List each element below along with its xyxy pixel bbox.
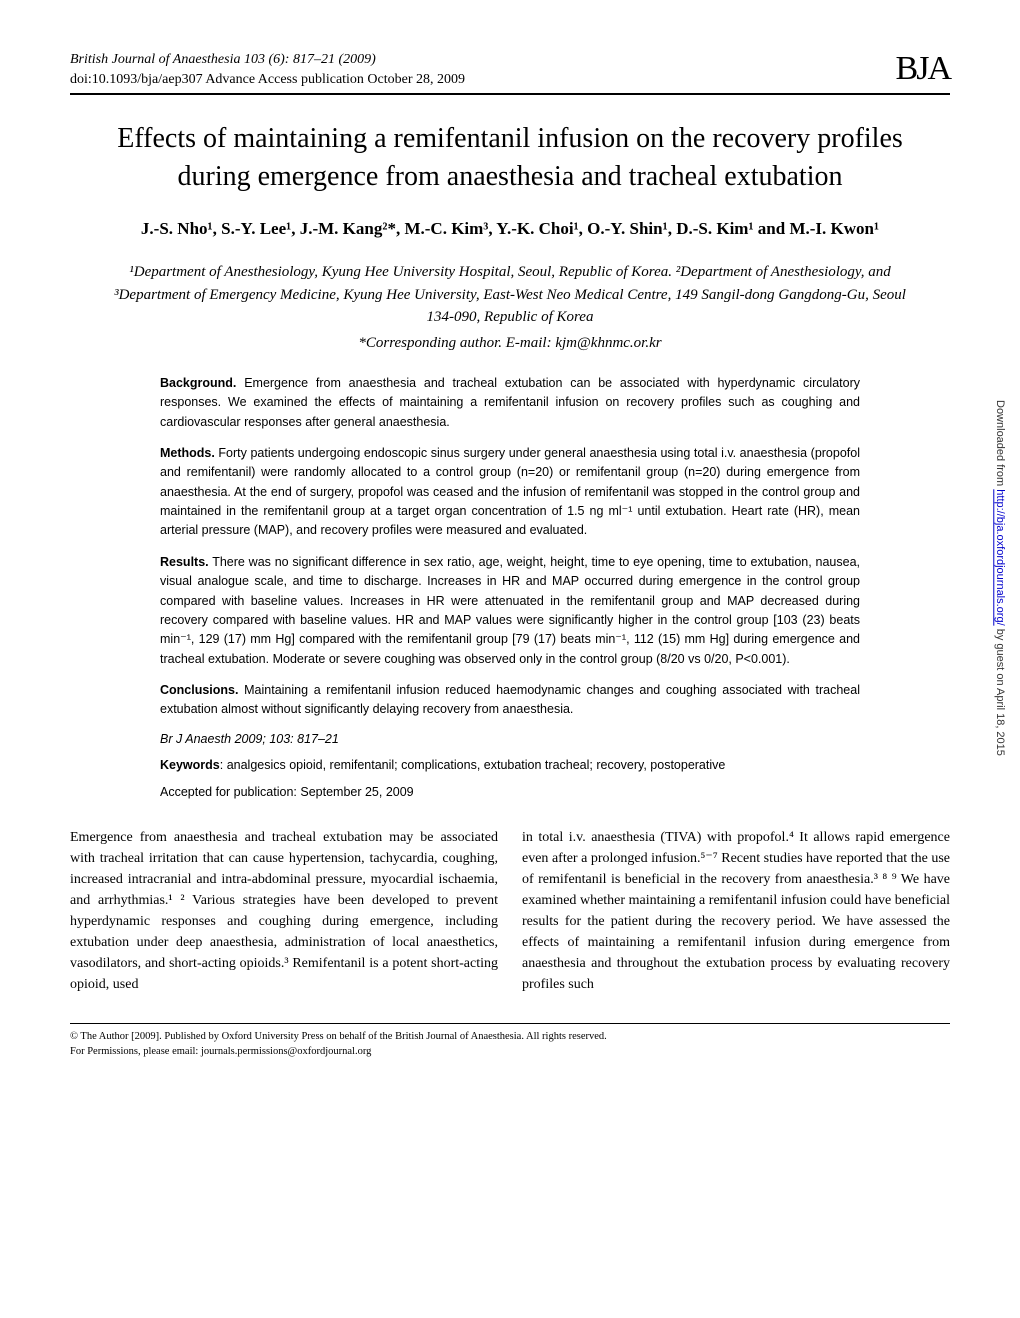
corresponding-author: *Corresponding author. E-mail: kjm@khnmc… — [70, 335, 950, 352]
accepted-date: Accepted for publication: September 25, … — [160, 785, 860, 799]
conclusions-text: Maintaining a remifentanil infusion redu… — [160, 683, 860, 716]
abstract-conclusions: Conclusions. Maintaining a remifentanil … — [160, 681, 860, 720]
journal-line: British Journal of Anaesthesia 103 (6): … — [70, 50, 465, 70]
footer: © The Author [2009]. Published by Oxford… — [70, 1023, 950, 1059]
keywords-text: : analgesics opioid, remifentanil; compl… — [220, 758, 726, 772]
sidenote-suffix: by guest on April 18, 2015 — [994, 626, 1006, 756]
body-text: Emergence from anaesthesia and tracheal … — [70, 827, 950, 995]
abstract-methods: Methods. Forty patients undergoing endos… — [160, 444, 860, 541]
doi-line: doi:10.1093/bja/aep307 Advance Access pu… — [70, 70, 465, 90]
abstract-background: Background. Emergence from anaesthesia a… — [160, 374, 860, 432]
affiliations: ¹Department of Anesthesiology, Kyung Hee… — [110, 261, 910, 329]
sidenote-prefix: Downloaded from — [994, 400, 1006, 489]
results-text: There was no significant difference in s… — [160, 555, 860, 666]
article-title: Effects of maintaining a remifentanil in… — [90, 120, 930, 196]
methods-label: Methods. — [160, 446, 215, 460]
body-column-right: in total i.v. anaesthesia (TIVA) with pr… — [522, 827, 950, 995]
footer-permissions: For Permissions, please email: journals.… — [70, 1045, 950, 1060]
keywords-label: Keywords — [160, 758, 220, 772]
journal-logo: BJA — [896, 50, 950, 88]
conclusions-label: Conclusions. — [160, 683, 238, 697]
background-text: Emergence from anaesthesia and tracheal … — [160, 376, 860, 429]
header: British Journal of Anaesthesia 103 (6): … — [70, 50, 950, 95]
header-meta: British Journal of Anaesthesia 103 (6): … — [70, 50, 465, 89]
authors: J.-S. Nho¹, S.-Y. Lee¹, J.-M. Kang²*, M.… — [110, 216, 910, 242]
body-column-left: Emergence from anaesthesia and tracheal … — [70, 827, 498, 995]
keywords: Keywords: analgesics opioid, remifentani… — [160, 756, 860, 775]
footer-copyright: © The Author [2009]. Published by Oxford… — [70, 1030, 950, 1045]
methods-text: Forty patients undergoing endoscopic sin… — [160, 446, 860, 538]
abstract: Background. Emergence from anaesthesia a… — [160, 374, 860, 720]
sidenote-link[interactable]: http://bja.oxfordjournals.org/ — [994, 489, 1006, 625]
abstract-results: Results. There was no significant differ… — [160, 553, 860, 669]
download-note: Downloaded from http://bja.oxfordjournal… — [994, 400, 1006, 756]
results-label: Results. — [160, 555, 209, 569]
citation: Br J Anaesth 2009; 103: 817–21 — [160, 732, 860, 746]
background-label: Background. — [160, 376, 236, 390]
